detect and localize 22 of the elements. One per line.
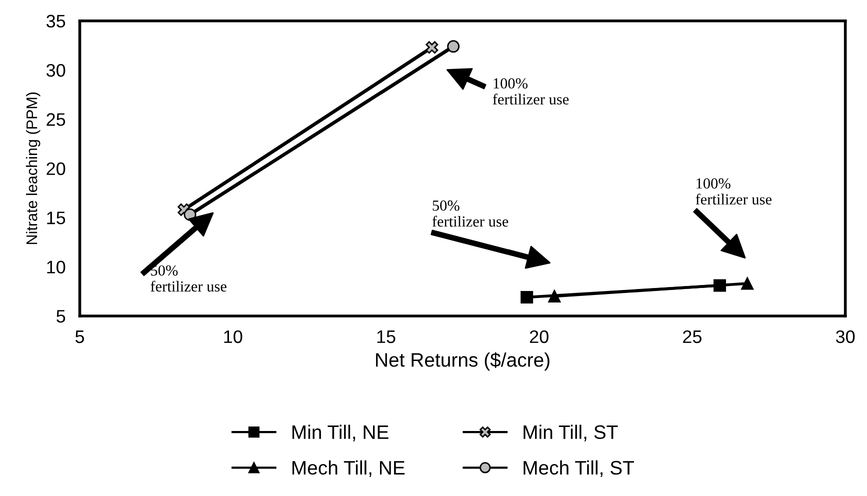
legend-label: Mech Till, ST — [524, 460, 634, 477]
x-tick-label: 25 — [683, 330, 702, 344]
y-tick-label: 35 — [46, 14, 66, 28]
annotation: 50% fertilizer use — [432, 200, 508, 227]
x-tick-label: 20 — [530, 330, 548, 344]
y-tick-label: 30 — [46, 64, 66, 77]
x-tick-label: 10 — [224, 330, 242, 344]
y-tick-label: 15 — [47, 212, 66, 224]
y-tick-label: 5 — [56, 310, 66, 323]
y-tick-label: 10 — [47, 260, 66, 274]
legend-label: Min Till, NE — [292, 424, 388, 442]
legend-label: Min Till, ST — [524, 424, 618, 442]
y-tick-label: 20 — [46, 162, 66, 176]
annotation: 100% fertilizer use — [696, 178, 772, 205]
legend-label: Mech Till, NE — [292, 460, 405, 477]
y-tick-label: 25 — [46, 113, 66, 126]
x-tick-label: 5 — [75, 330, 84, 344]
y-axis-title: Nitrate leaching (PPM) — [26, 92, 40, 244]
x-tick-label: 15 — [377, 330, 396, 344]
x-tick-label: 30 — [836, 330, 855, 344]
annotation: 100% fertilizer use — [492, 78, 569, 105]
x-axis-title: Net Returns ($/acre) — [376, 352, 550, 371]
